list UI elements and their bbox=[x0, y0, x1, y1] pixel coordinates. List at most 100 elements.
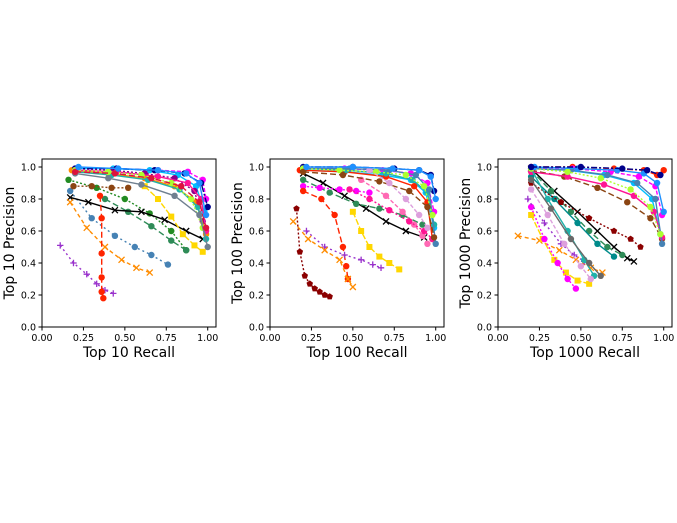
data-point bbox=[98, 215, 105, 222]
y-tick-label: 0.6 bbox=[477, 227, 492, 238]
data-point bbox=[326, 189, 333, 196]
data-point bbox=[660, 167, 667, 174]
data-point bbox=[547, 205, 555, 212]
x-tick-label: 1.00 bbox=[425, 333, 446, 344]
data-point bbox=[299, 168, 307, 175]
data-point bbox=[424, 203, 431, 211]
data-point bbox=[415, 167, 423, 174]
data-point bbox=[586, 280, 593, 287]
data-point bbox=[660, 208, 667, 215]
data-point bbox=[657, 171, 664, 179]
data-point bbox=[194, 203, 201, 211]
data-point bbox=[70, 259, 77, 267]
data-point bbox=[594, 240, 601, 247]
series-line-18 bbox=[74, 172, 209, 248]
data-point bbox=[358, 228, 365, 234]
series-line-12 bbox=[295, 208, 330, 298]
data-point bbox=[204, 203, 211, 211]
data-point bbox=[597, 175, 604, 182]
data-point bbox=[366, 167, 373, 174]
data-point bbox=[98, 288, 105, 295]
data-point bbox=[377, 264, 385, 271]
data-point bbox=[296, 248, 304, 255]
data-point bbox=[124, 184, 132, 191]
data-point bbox=[366, 189, 373, 196]
series-line-6 bbox=[302, 179, 423, 226]
series-line-9 bbox=[352, 211, 400, 270]
y-tick-label: 0.4 bbox=[21, 259, 36, 270]
data-point bbox=[547, 187, 555, 195]
data-point bbox=[131, 243, 138, 251]
data-point bbox=[124, 208, 132, 215]
data-point bbox=[349, 208, 356, 215]
data-point bbox=[336, 256, 344, 264]
data-point bbox=[66, 187, 74, 195]
data-point bbox=[100, 295, 107, 302]
data-point bbox=[184, 179, 192, 187]
x-tick-label: 0.75 bbox=[612, 333, 633, 344]
data-point bbox=[386, 179, 393, 187]
data-point bbox=[587, 275, 594, 283]
y-tick-label: 0.6 bbox=[249, 227, 264, 238]
data-point bbox=[118, 256, 126, 264]
series-line-8 bbox=[69, 190, 169, 266]
data-point bbox=[557, 198, 565, 205]
chart-panel-1: 0.00 0.25 0.50 0.75 1.00 0.0 0.2 0.4 0.6 0.8 1.0 To… bbox=[2, 158, 218, 361]
series-line-14 bbox=[144, 185, 204, 253]
data-point bbox=[604, 243, 611, 251]
data-point bbox=[83, 271, 90, 278]
data-point bbox=[527, 176, 535, 183]
data-point bbox=[146, 269, 154, 277]
data-point bbox=[541, 235, 548, 243]
data-point bbox=[196, 211, 203, 219]
data-point bbox=[419, 221, 426, 228]
data-point bbox=[619, 251, 626, 259]
data-point bbox=[88, 183, 95, 190]
data-point bbox=[93, 280, 100, 287]
data-point bbox=[567, 235, 575, 243]
chart-panel-2: 0.00 0.25 0.50 0.75 1.000.00.20.40.60.81.0To… bbox=[230, 158, 446, 361]
data-point bbox=[653, 179, 661, 187]
x-tick-label: 0.75 bbox=[384, 333, 405, 344]
data-point bbox=[585, 259, 593, 267]
series-line-19 bbox=[369, 169, 428, 229]
series-line-7 bbox=[530, 206, 577, 290]
series-line-13 bbox=[531, 171, 663, 238]
data-point bbox=[293, 205, 300, 212]
series-line-11 bbox=[292, 220, 354, 288]
data-point bbox=[427, 173, 434, 180]
data-point bbox=[316, 288, 323, 295]
data-point bbox=[524, 195, 532, 203]
axes-frame bbox=[497, 158, 673, 328]
data-point bbox=[321, 243, 328, 251]
data-point bbox=[311, 285, 318, 292]
series-line-13 bbox=[73, 185, 129, 189]
data-point bbox=[634, 179, 641, 187]
data-point bbox=[382, 217, 390, 225]
data-point bbox=[554, 259, 561, 267]
data-point bbox=[341, 192, 349, 200]
data-point bbox=[349, 163, 357, 171]
series-line-8 bbox=[527, 198, 585, 262]
data-point bbox=[137, 208, 145, 216]
data-point bbox=[111, 206, 119, 214]
data-point bbox=[600, 181, 608, 188]
data-point bbox=[541, 219, 548, 227]
data-point bbox=[321, 246, 329, 254]
y-tick-label: 0.0 bbox=[249, 323, 264, 334]
data-point bbox=[168, 227, 175, 235]
x-tick-label: 1.00 bbox=[653, 333, 674, 344]
data-point bbox=[572, 285, 580, 292]
data-point bbox=[630, 257, 638, 265]
data-point bbox=[551, 256, 558, 263]
data-point bbox=[178, 183, 185, 190]
data-point bbox=[336, 167, 343, 174]
data-point bbox=[331, 211, 338, 219]
data-point bbox=[179, 231, 186, 238]
data-point bbox=[168, 213, 175, 220]
data-point bbox=[574, 208, 582, 216]
x-tick-label: 1.00 bbox=[197, 333, 218, 344]
data-point bbox=[430, 234, 438, 241]
data-point bbox=[610, 227, 618, 234]
data-point bbox=[594, 184, 601, 191]
